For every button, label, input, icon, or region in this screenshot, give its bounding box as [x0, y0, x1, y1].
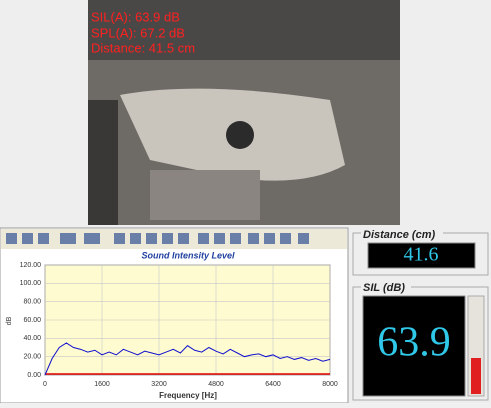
camera-view: SIL(A): 63.9 dB SPL(A): 67.2 dB Distance…	[88, 0, 400, 225]
x-tick-label: 0	[43, 381, 47, 388]
sensor	[226, 121, 254, 149]
y-tick-label: 100.00	[20, 280, 42, 287]
y-tick-label: 20.00	[23, 354, 41, 361]
icon-chart-type[interactable]	[60, 233, 76, 244]
icon-edit[interactable]	[230, 233, 241, 244]
icon-grid[interactable]	[114, 233, 125, 244]
x-tick-label: 1600	[94, 381, 110, 388]
icon-table[interactable]	[146, 233, 157, 244]
page: SIL(A): 63.9 dB SPL(A): 67.2 dB Distance…	[0, 0, 491, 403]
icon-tools[interactable]	[298, 233, 309, 244]
engine-block	[150, 170, 260, 220]
y-tick-label: 120.00	[20, 262, 42, 269]
screen: SIL(A): 63.9 dB SPL(A): 67.2 dB Distance…	[0, 0, 491, 403]
x-tick-label: 8000	[322, 381, 338, 388]
distance-value: 41.6	[404, 244, 439, 266]
y-tick-label: 80.00	[23, 299, 41, 306]
icon-color[interactable]	[84, 233, 100, 244]
chart-title: Sound Intensity Level	[141, 250, 235, 260]
plot: 0.00 20.00 40.00 60.00 80.00 100.00 120.00 0 160…	[20, 262, 338, 388]
x-axis-title: Frequency [Hz]	[159, 391, 217, 400]
icon-legend[interactable]	[130, 233, 141, 244]
icon-copy[interactable]	[38, 233, 49, 244]
overlay-text: Distance: 41.5 cm	[91, 40, 195, 55]
overlay-text: SIL(A): 63.9 dB	[91, 9, 180, 24]
y-tick-label: 40.00	[23, 335, 41, 342]
x-tick-label: 4800	[208, 381, 224, 388]
sil-value: 63.9	[377, 320, 451, 366]
overlay-text: SPL(A): 67.2 dB	[91, 25, 185, 40]
icon-zoom[interactable]	[248, 233, 259, 244]
icon-rotate[interactable]	[214, 233, 225, 244]
panel-label: SIL (dB)	[363, 282, 405, 294]
icon-data[interactable]	[162, 233, 173, 244]
icon-axis[interactable]	[178, 233, 189, 244]
toolbar	[1, 229, 347, 249]
sil-panel: SIL (dB) 63.9	[353, 281, 488, 400]
icon-open[interactable]	[6, 233, 17, 244]
y-tick-label: 0.00	[27, 372, 41, 379]
shadow	[88, 100, 118, 225]
gauge-fill	[471, 358, 481, 394]
y-axis-title: dB	[6, 316, 13, 325]
icon-preview[interactable]	[264, 233, 275, 244]
x-tick-label: 3200	[151, 381, 167, 388]
icon-3d[interactable]	[198, 233, 209, 244]
panel-label: Distance (cm)	[363, 229, 435, 241]
x-tick-label: 6400	[265, 381, 281, 388]
icon-save[interactable]	[22, 233, 33, 244]
y-tick-label: 60.00	[23, 317, 41, 324]
icon-print[interactable]	[280, 233, 291, 244]
